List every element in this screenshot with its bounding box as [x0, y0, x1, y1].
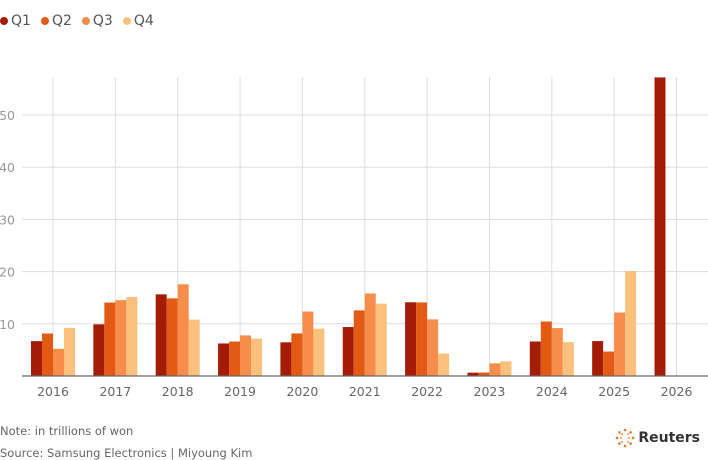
legend: Q1 Q2 Q3 Q4	[0, 13, 154, 29]
bar-2025-q3	[614, 312, 626, 376]
bar-2016-q1	[31, 341, 42, 376]
legend-item-q1: Q1	[0, 13, 31, 29]
legend-dot	[81, 17, 90, 25]
bar-2023-q1	[467, 372, 479, 376]
bar-2024-q1	[529, 341, 541, 376]
bar-2022-q2	[416, 302, 428, 376]
bar-2016-q2	[42, 333, 53, 376]
y-tick-label: 30	[0, 212, 15, 227]
bar-2026-q1	[654, 77, 666, 376]
bar-2023-q3	[489, 363, 501, 376]
bar-2025-q2	[603, 351, 615, 376]
bar-2017-q4	[126, 296, 138, 376]
note-text: Note: in trillions of won	[0, 424, 134, 438]
x-tick-label: 2023	[474, 384, 506, 399]
bar-2018-q3	[177, 284, 189, 376]
bar-2018-q1	[155, 294, 167, 376]
x-tick-label: 2017	[99, 384, 131, 399]
bar-2016-q4	[64, 327, 75, 376]
bar-2020-q2	[291, 333, 303, 376]
y-tick-label: 50	[0, 108, 15, 123]
source-text: Source: Samsung Electronics | Miyoung Ki…	[0, 446, 253, 460]
legend-label: Q3	[92, 13, 113, 29]
bar-2024-q3	[551, 328, 563, 376]
x-tick-label: 2022	[411, 384, 443, 399]
bar-2021-q2	[353, 310, 365, 376]
bar-2025-q1	[592, 341, 604, 376]
x-tick-label: 2026	[661, 384, 693, 399]
legend-dot	[122, 17, 131, 25]
bar-2024-q2	[540, 321, 552, 376]
bar-2019-q3	[240, 335, 252, 376]
reuters-logo-text: Reuters	[638, 430, 700, 446]
bar-2023-q2	[478, 372, 490, 376]
bar-2018-q2	[166, 298, 178, 376]
x-tick-label: 2018	[162, 384, 194, 399]
bar-2019-q4	[251, 338, 263, 376]
bar-2023-q4	[500, 361, 512, 376]
bar-2022-q3	[427, 319, 439, 376]
bar-2021-q4	[375, 303, 387, 376]
bar-2017-q1	[93, 324, 105, 376]
bar-2019-q2	[229, 341, 241, 376]
bar-2021-q1	[342, 327, 354, 376]
bar-2025-q4	[625, 271, 637, 376]
legend-dot	[40, 17, 49, 25]
bar-2024-q4	[562, 342, 574, 376]
bar-2020-q4	[313, 328, 325, 376]
x-tick-label: 2025	[598, 384, 630, 399]
bar-2019-q1	[218, 343, 230, 376]
bar-2021-q3	[364, 293, 376, 376]
bar-2022-q1	[405, 302, 417, 376]
legend-label: Q2	[51, 13, 72, 29]
legend-dot	[0, 17, 8, 25]
y-tick-label: 10	[0, 317, 15, 332]
bar-2016-q3	[53, 348, 64, 376]
bar-2020-q3	[302, 311, 314, 376]
bar-2022-q4	[438, 353, 450, 376]
x-tick-label: 2020	[286, 384, 318, 399]
reuters-logo-icon	[616, 428, 635, 448]
legend-label: Q1	[11, 13, 31, 29]
bar-2017-q2	[104, 302, 116, 376]
bar-2018-q4	[188, 319, 200, 376]
legend-item-q3: Q3	[81, 13, 113, 29]
x-tick-label: 2024	[536, 384, 568, 399]
y-tick-label: 40	[0, 160, 15, 175]
bar-2017-q3	[115, 300, 127, 376]
x-tick-label: 2021	[349, 384, 381, 399]
x-tick-label: 2016	[37, 384, 69, 399]
reuters-logo: Reuters	[615, 428, 700, 448]
x-tick-label: 2019	[224, 384, 256, 399]
legend-item-q2: Q2	[40, 13, 72, 29]
bar-2020-q1	[280, 342, 292, 376]
legend-label: Q4	[133, 13, 154, 29]
legend-item-q4: Q4	[122, 13, 154, 29]
y-tick-label: 20	[0, 265, 15, 280]
